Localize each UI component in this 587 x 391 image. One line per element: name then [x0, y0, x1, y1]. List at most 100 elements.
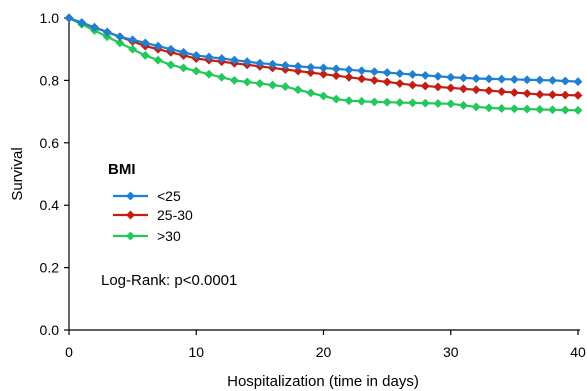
data-point — [395, 68, 405, 79]
series-2 — [64, 13, 583, 115]
data-point — [293, 66, 303, 76]
legend-item: 25-30 — [113, 207, 193, 223]
data-point — [484, 103, 494, 113]
data-point — [446, 99, 456, 109]
y-tick-label: 0.2 — [40, 260, 60, 276]
data-point — [293, 61, 303, 71]
data-point — [382, 97, 392, 107]
data-point — [306, 62, 316, 72]
data-point — [280, 60, 290, 70]
legend: BMI <25 25-30 >30 — [108, 161, 193, 244]
data-point — [357, 96, 367, 106]
data-point — [471, 73, 481, 84]
data-point — [484, 86, 494, 96]
data-point — [547, 90, 558, 100]
data-point — [166, 60, 176, 70]
y-axis-title: Survival — [9, 147, 26, 200]
legend-label: <25 — [157, 188, 181, 204]
series-0 — [64, 13, 583, 87]
data-point — [573, 77, 583, 87]
legend-marker — [125, 231, 136, 241]
legend-marker — [125, 210, 136, 220]
data-point — [64, 13, 74, 23]
data-point — [446, 72, 456, 82]
data-point — [420, 98, 430, 108]
data-point — [547, 75, 558, 85]
data-point — [382, 68, 392, 78]
data-point — [395, 97, 405, 108]
data-point — [331, 94, 341, 104]
data-point — [306, 68, 316, 78]
y-tick-label: 1.0 — [40, 10, 60, 26]
y-tick-label: 0.6 — [40, 135, 60, 151]
data-point — [509, 104, 519, 114]
data-point — [509, 74, 519, 85]
data-point — [102, 32, 112, 42]
data-point — [242, 57, 252, 67]
data-point — [433, 71, 443, 81]
x-tick-label: 0 — [65, 344, 73, 360]
x-tick-label: 30 — [443, 344, 459, 360]
y-tick-label: 0.0 — [40, 322, 60, 338]
data-point — [522, 88, 532, 99]
data-point — [458, 73, 469, 83]
data-point — [420, 70, 430, 80]
data-point — [280, 82, 290, 92]
data-point — [153, 55, 163, 65]
x-tick-label: 20 — [316, 344, 332, 360]
data-point — [204, 69, 214, 79]
data-point — [242, 77, 252, 87]
data-point — [115, 32, 125, 42]
data-point — [560, 105, 570, 115]
data-point — [560, 90, 570, 100]
data-point — [357, 74, 367, 84]
data-point — [102, 27, 112, 37]
data-point — [229, 75, 239, 85]
data-point — [547, 105, 558, 115]
data-point — [153, 41, 163, 51]
x-axis-title: Hospitalization (time in days) — [227, 373, 419, 390]
legend-label: >30 — [157, 228, 181, 244]
data-point — [433, 82, 443, 92]
x-tick-label: 40 — [570, 344, 586, 360]
data-point — [522, 104, 532, 114]
series-layer — [64, 13, 583, 115]
data-point — [408, 80, 418, 90]
data-point — [522, 75, 532, 85]
data-point — [497, 103, 507, 114]
y-tick-label: 0.4 — [40, 197, 60, 213]
data-point — [420, 81, 430, 91]
axes: 0.0 0.2 0.4 0.6 0.8 1.0 0 10 20 30 40 — [40, 10, 586, 360]
data-point — [178, 63, 189, 73]
y-tick-label: 0.8 — [40, 72, 60, 88]
legend-label: 25-30 — [157, 207, 193, 223]
data-point — [140, 38, 150, 48]
data-point — [191, 66, 201, 76]
data-point — [458, 100, 469, 110]
data-point — [318, 63, 329, 73]
data-point — [344, 96, 354, 106]
data-point — [255, 78, 265, 89]
data-point — [408, 69, 418, 80]
data-point — [369, 75, 379, 85]
data-point — [344, 65, 354, 75]
data-point — [217, 72, 227, 82]
data-point — [408, 98, 418, 108]
data-point — [433, 98, 443, 109]
data-point — [560, 76, 570, 86]
data-point — [471, 102, 481, 112]
data-point — [255, 58, 265, 68]
data-point — [115, 38, 125, 48]
data-point — [573, 90, 583, 100]
data-point — [217, 54, 227, 64]
data-point — [128, 35, 138, 45]
data-point — [268, 80, 278, 90]
data-point — [77, 18, 87, 28]
data-point — [535, 89, 545, 99]
data-point — [331, 71, 341, 81]
data-point — [471, 85, 481, 95]
legend-item: <25 — [113, 188, 181, 204]
data-point — [306, 88, 316, 98]
x-tick-label: 10 — [188, 344, 204, 360]
